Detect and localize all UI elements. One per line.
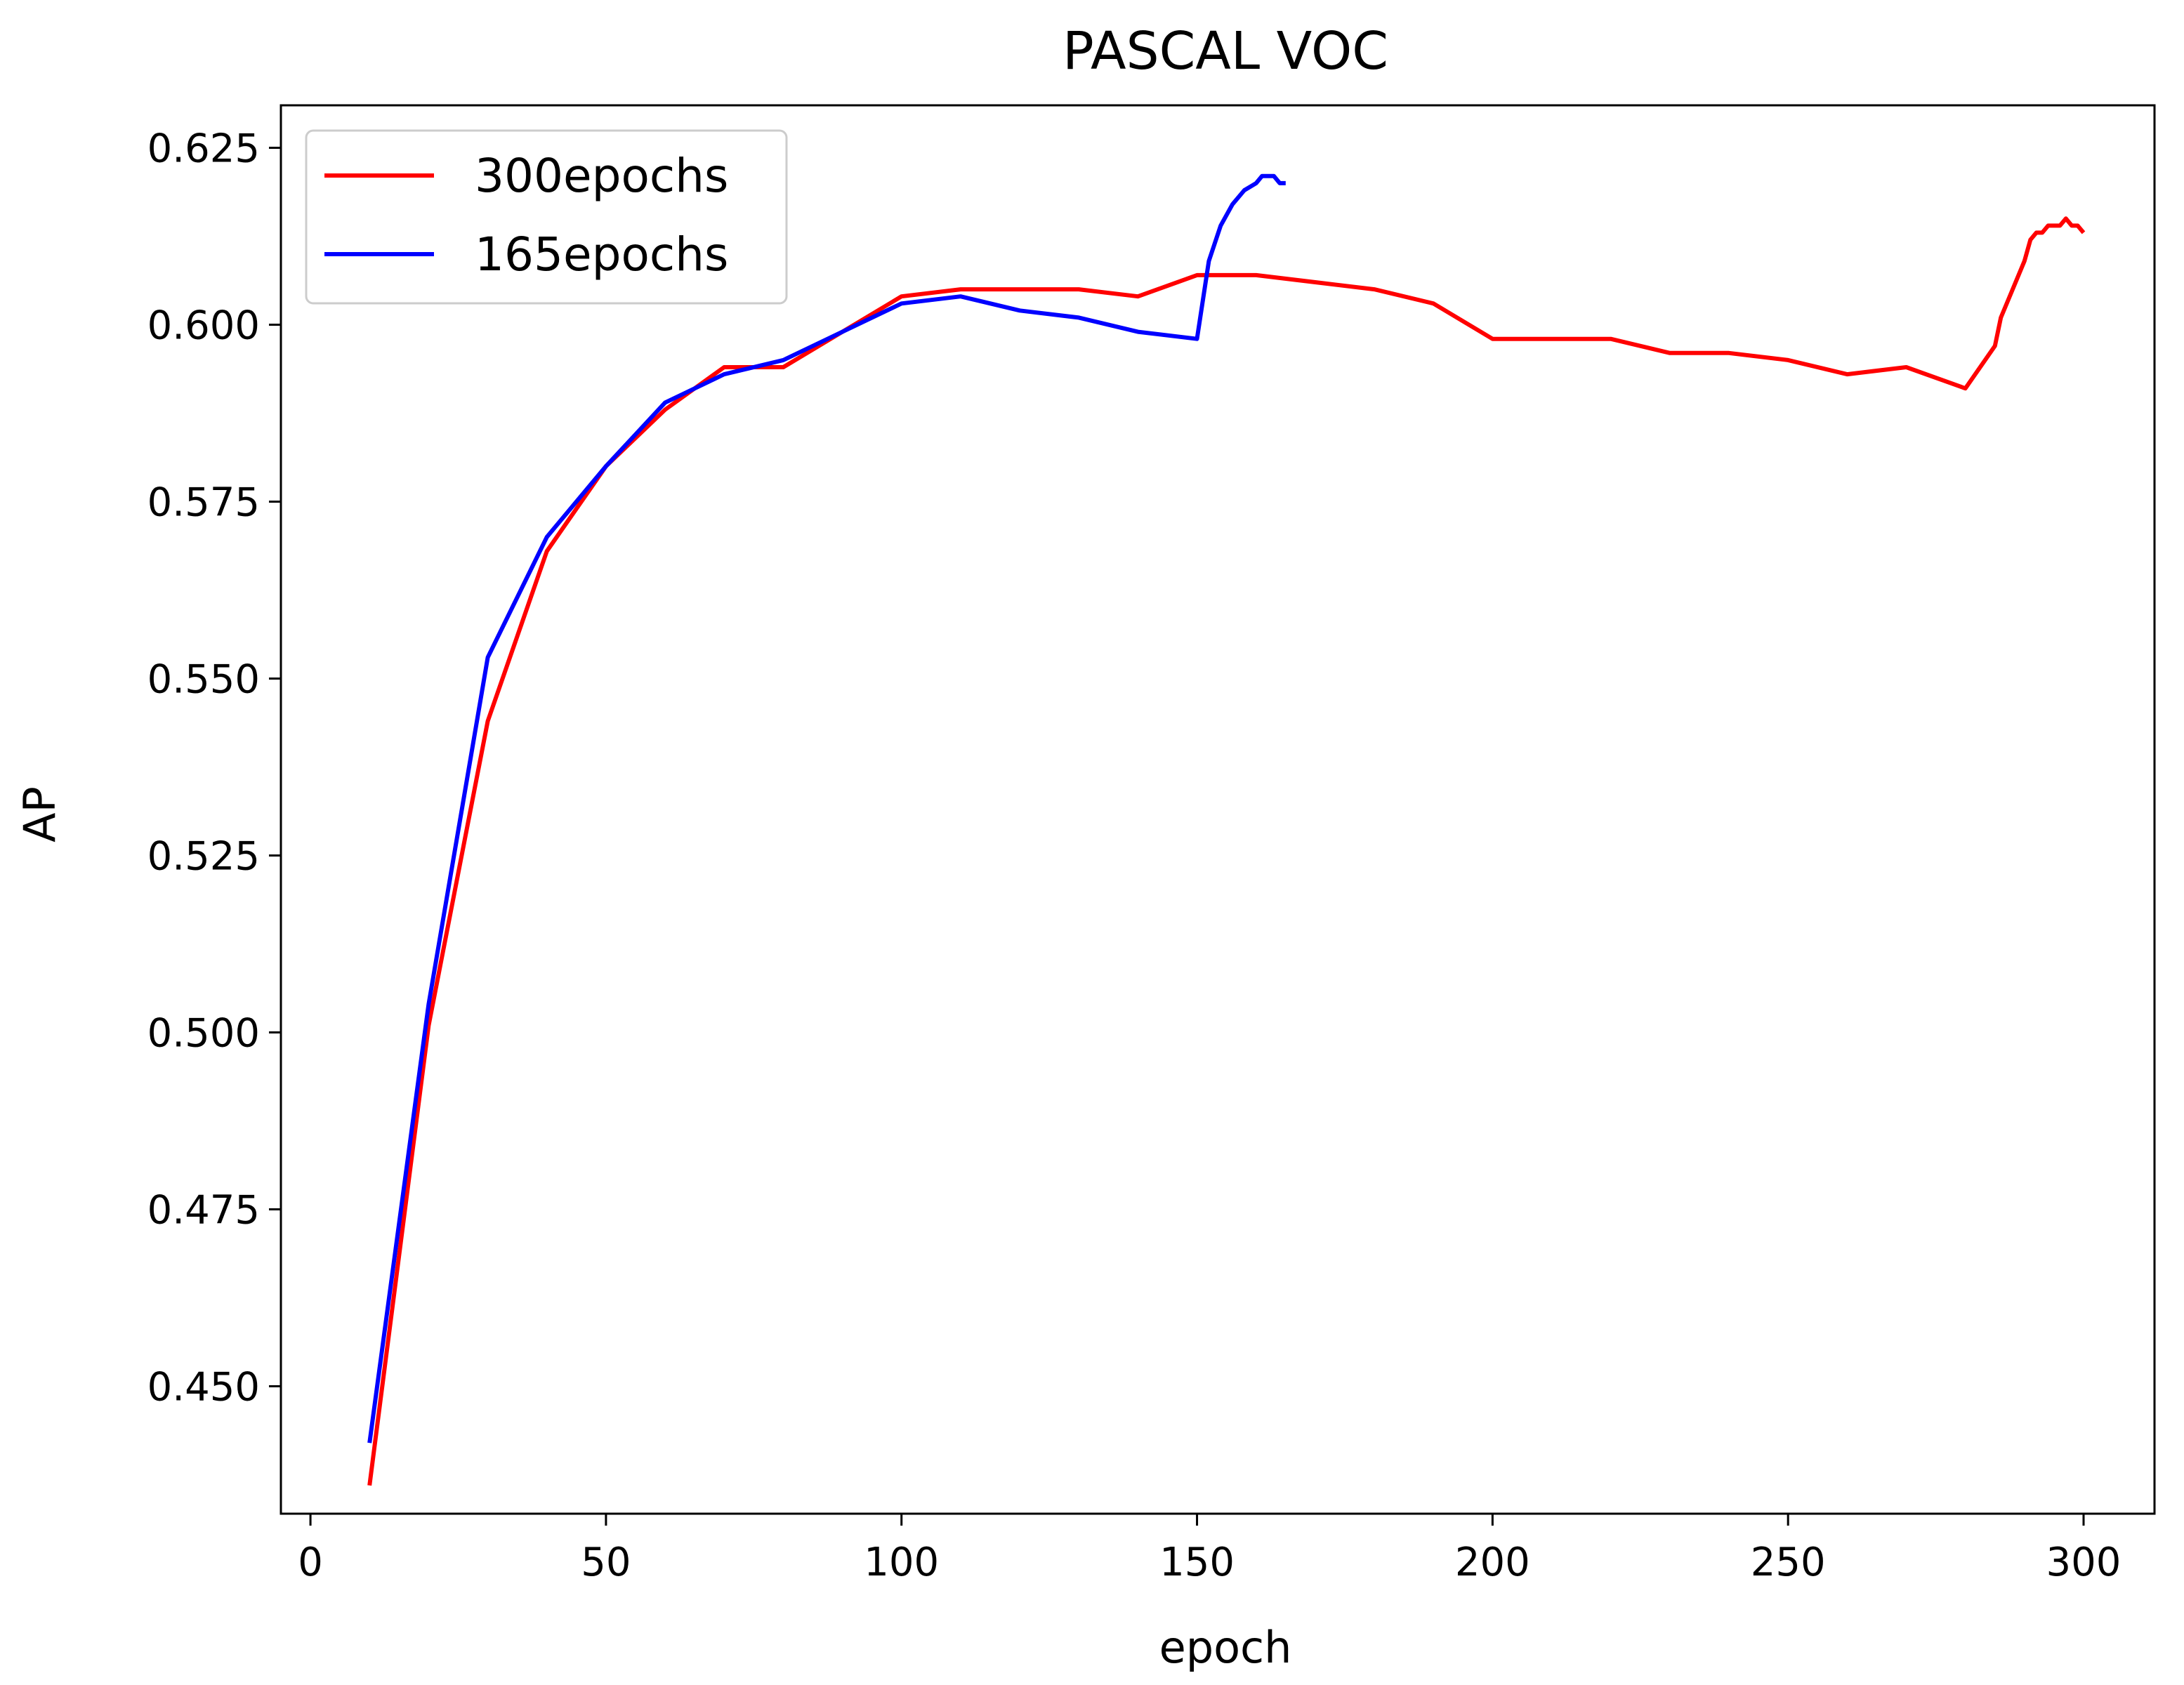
y-tick-label: 0.500	[147, 1011, 260, 1057]
x-tick-label: 0	[298, 1540, 323, 1585]
y-tick-label: 0.550	[147, 657, 260, 703]
legend-label-300epochs: 300epochs	[475, 149, 728, 203]
x-tick-label: 300	[2046, 1540, 2121, 1585]
legend: 300epochs 165epochs	[305, 129, 788, 305]
x-tick-label: 50	[581, 1540, 631, 1585]
y-axis-label: AP	[14, 786, 65, 842]
y-tick-label: 0.525	[147, 834, 260, 880]
plot-frame	[279, 104, 2156, 1515]
y-tick-label: 0.575	[147, 480, 260, 526]
x-tick-label: 200	[1455, 1540, 1530, 1585]
series-line-165epochs	[367, 173, 1286, 1443]
y-tick-label: 0.600	[147, 303, 260, 348]
x-tick-label: 100	[864, 1540, 939, 1585]
y-axis-ticks: 0.450 0.475 0.500 0.525 0.550 0.575 0.600 0.625	[147, 126, 281, 1410]
x-tick-label: 150	[1159, 1540, 1235, 1585]
y-tick-label: 0.475	[147, 1188, 260, 1234]
x-axis-ticks: 0 50 100 150 200 250 300	[298, 1514, 2121, 1585]
x-tick-label: 250	[1751, 1540, 1826, 1585]
y-tick-label: 0.450	[147, 1365, 260, 1410]
x-axis-label: epoch	[1159, 1622, 1292, 1673]
chart-title: PASCAL VOC	[1063, 21, 1388, 81]
legend-label-165epochs: 165epochs	[475, 227, 728, 282]
series-line-300epochs	[367, 216, 2086, 1486]
series-layer	[367, 173, 2086, 1486]
y-tick-label: 0.625	[147, 126, 260, 171]
